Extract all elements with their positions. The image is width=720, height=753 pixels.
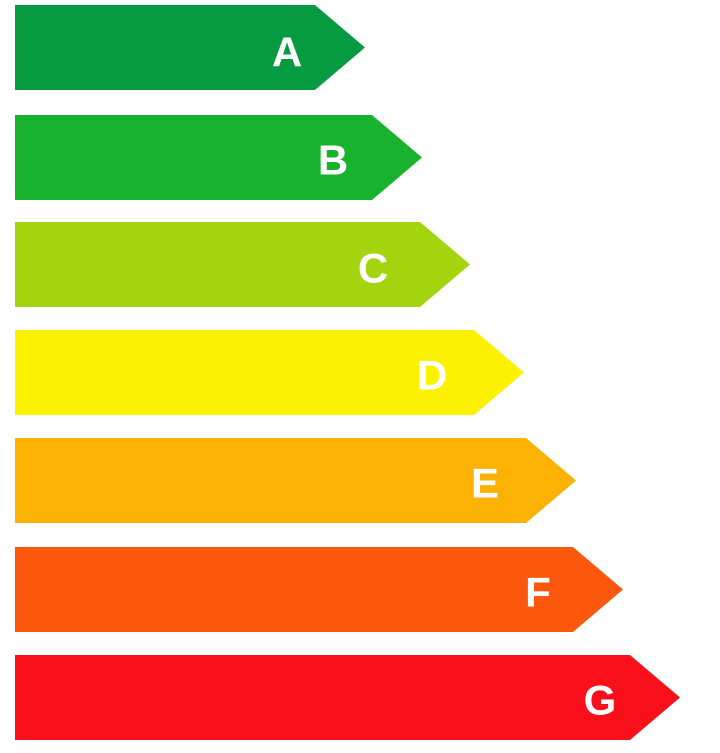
- band-label: C: [358, 245, 388, 292]
- band: C: [15, 222, 470, 307]
- band-label: A: [272, 29, 302, 76]
- band-label: D: [417, 352, 447, 399]
- band: B: [15, 115, 422, 200]
- band-arrow: [15, 222, 470, 307]
- band-arrow: [15, 5, 365, 90]
- band: G: [15, 655, 680, 740]
- band-arrow: [15, 547, 623, 632]
- band-label: G: [584, 677, 617, 724]
- band-arrow: [15, 438, 576, 523]
- band-arrow: [15, 655, 680, 740]
- band: A: [15, 5, 365, 90]
- band-label: E: [471, 460, 499, 507]
- band-arrow: [15, 115, 422, 200]
- band: D: [15, 330, 524, 415]
- band: E: [15, 438, 576, 523]
- band: F: [15, 547, 623, 632]
- band-label: F: [525, 569, 551, 616]
- band-label: B: [318, 137, 348, 184]
- band-arrow: [15, 330, 524, 415]
